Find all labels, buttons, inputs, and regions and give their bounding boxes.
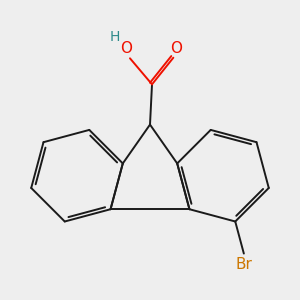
Text: O: O [120,41,132,56]
Text: H: H [110,30,120,44]
Text: Br: Br [236,257,252,272]
Text: O: O [170,41,182,56]
